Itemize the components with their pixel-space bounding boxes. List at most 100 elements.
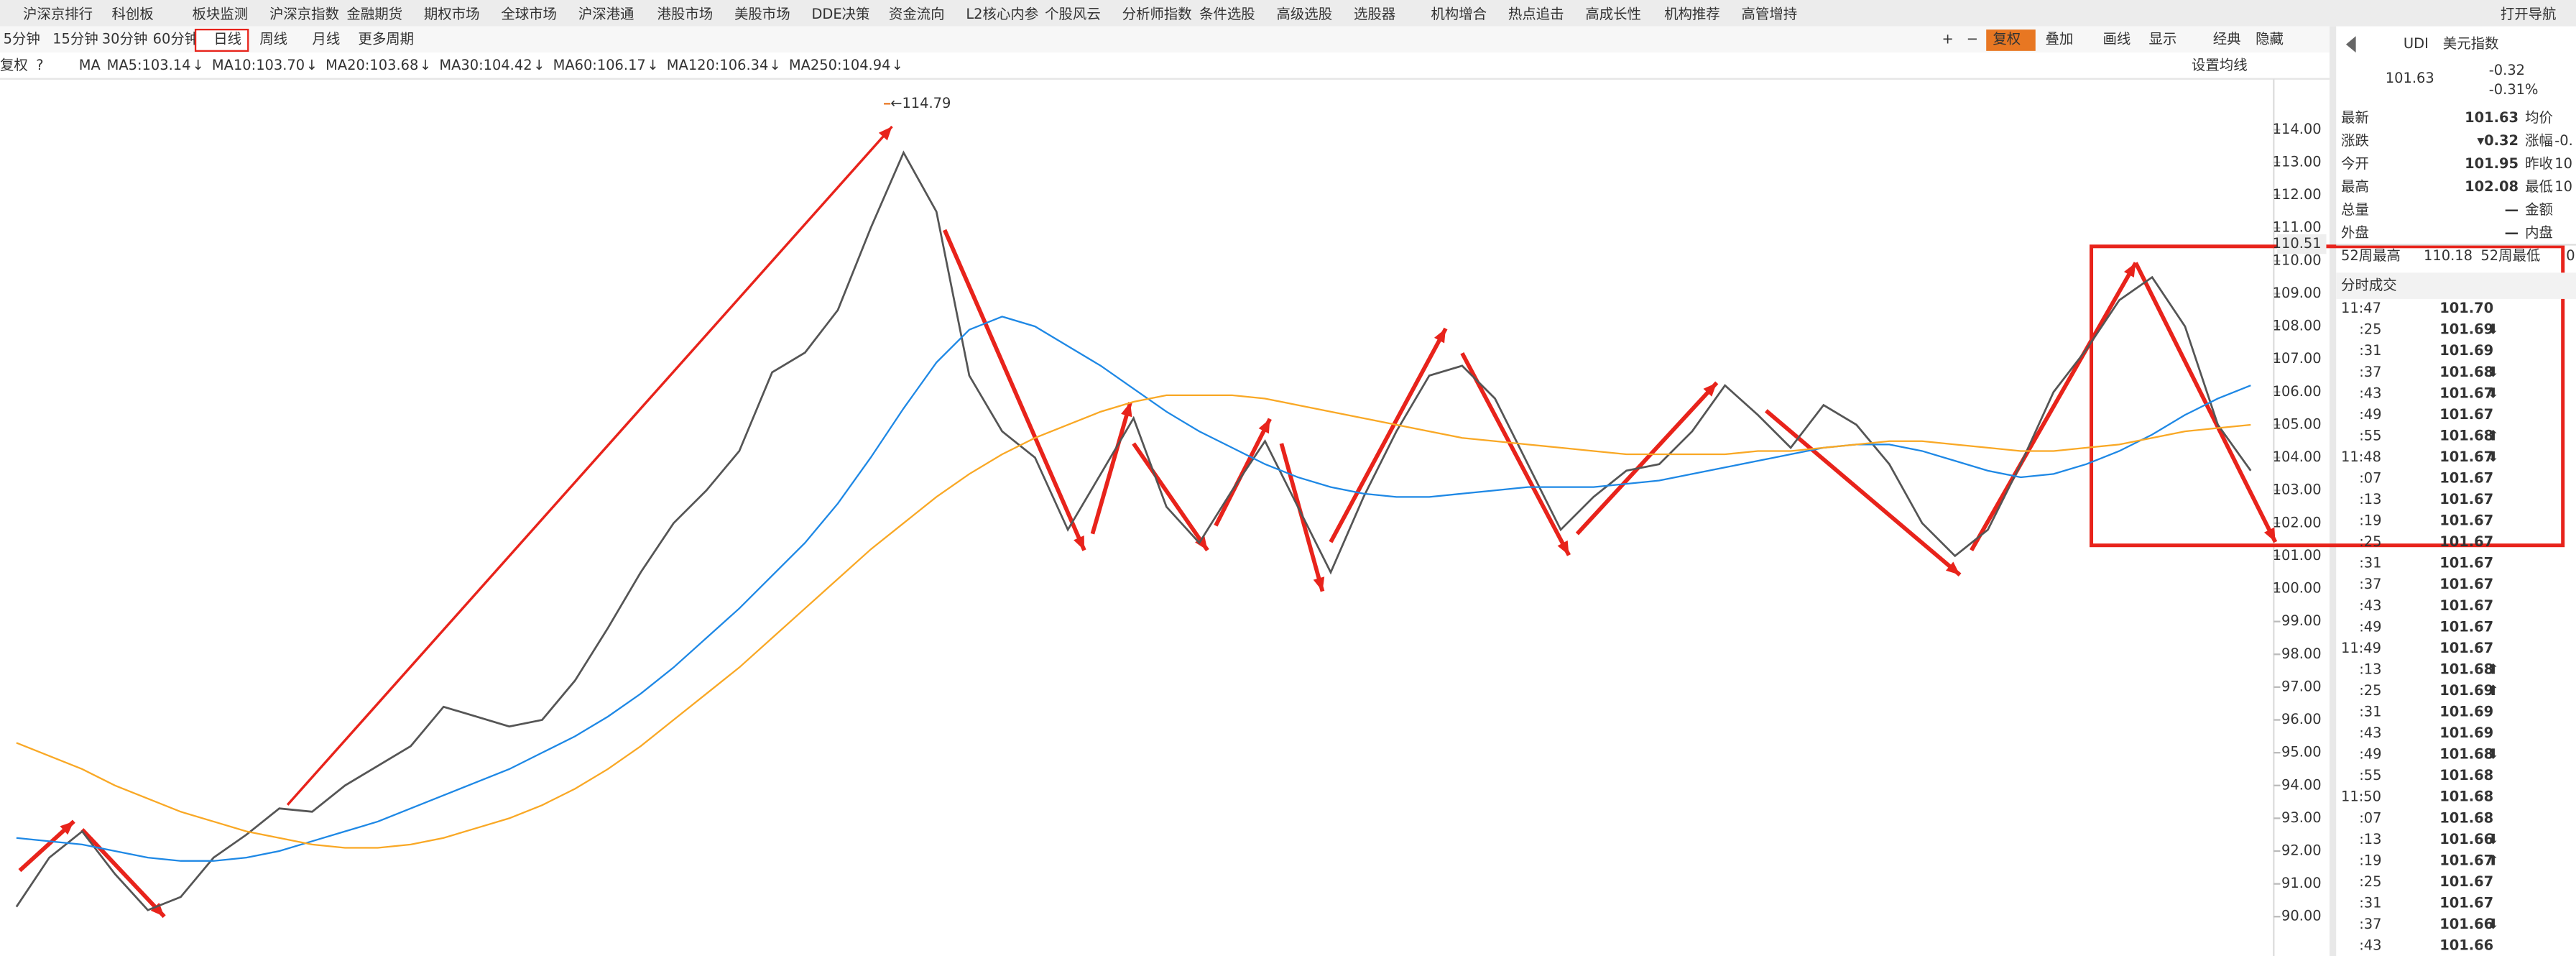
annotations (2090, 244, 2565, 548)
ma-value: MA120:106.34 (667, 57, 769, 73)
arrow-head (1258, 418, 1270, 434)
ma-value: MA20:103.68 (326, 57, 418, 73)
menu-item[interactable]: 板块监测 (193, 6, 249, 22)
ma-arrow: ↓ (647, 57, 658, 73)
y-tick-label: 99.00 (2281, 612, 2322, 629)
y-tick-label: 98.00 (2281, 645, 2322, 662)
week52-cell: 52周最低 (2480, 247, 2540, 264)
menu-item[interactable]: 全球市场 (501, 6, 557, 22)
tool-button[interactable]: 复权 (1993, 30, 2021, 47)
menu-item[interactable]: 金融期货 (346, 6, 402, 22)
y-tick-label: 111.00 (2273, 219, 2322, 236)
quote-cell: 今开 (2341, 155, 2369, 172)
trade-time: :55 (2359, 427, 2381, 443)
menu-item[interactable]: DDE决策 (811, 6, 869, 22)
period-tab[interactable]: 更多周期 (358, 30, 414, 47)
trade-time: 11:47 (2341, 300, 2381, 316)
tool-button[interactable]: 显示 (2149, 30, 2177, 47)
menu-item[interactable]: 科创板 (111, 6, 153, 22)
trade-price: 101.67 (2439, 852, 2493, 868)
menu-item[interactable]: 沪深京指数 (269, 6, 339, 22)
period-tab[interactable]: 15分钟 (52, 30, 98, 47)
trade-price: 101.69 (2439, 682, 2493, 699)
quote-cell: 101.63 (2465, 109, 2519, 126)
menu-item[interactable]: 资金流向 (889, 6, 945, 22)
menu-item[interactable]: 高成长性 (1585, 6, 1641, 22)
menu-item[interactable]: 沪深京排行 (23, 6, 93, 22)
menu-item[interactable]: 期权市场 (424, 6, 480, 22)
y-tick-label: 97.00 (2281, 678, 2322, 694)
highlight-box (2090, 244, 2565, 548)
menu-item[interactable]: 高级选股 (1276, 6, 1332, 22)
arrow-shaft (943, 229, 1086, 551)
tool-button[interactable]: + (1942, 30, 1953, 47)
arrow-head (1121, 402, 1132, 418)
tool-button[interactable]: 经典 (2213, 30, 2241, 47)
arrow-shaft (286, 125, 893, 806)
trade-arrow: ⬆ (2488, 682, 2499, 699)
menu-item[interactable]: 打开导航 (2501, 6, 2557, 22)
trade-time: :49 (2359, 406, 2381, 423)
trade-price: 101.67 (2439, 873, 2493, 890)
menu-item[interactable]: 美股市场 (734, 6, 790, 22)
week52-cell: 52周最高 (2341, 247, 2401, 264)
menu-bar (0, 0, 2576, 27)
trade-time: :25 (2359, 321, 2381, 338)
trade-arrow: ⬇ (2488, 449, 2499, 465)
menu-item[interactable]: L2核心内参 (966, 6, 1038, 22)
trade-price: 101.67 (2439, 555, 2493, 571)
menu-item[interactable]: 条件选股 (1199, 6, 1255, 22)
arrow-head (1557, 540, 1569, 556)
menu-item[interactable]: 热点追击 (1508, 6, 1564, 22)
menu-item[interactable]: 分析师指数 (1122, 6, 1192, 22)
menu-item[interactable]: 机构推荐 (1664, 6, 1720, 22)
trade-price: 101.67 (2439, 470, 2493, 487)
tool-button[interactable]: 叠加 (2046, 30, 2074, 47)
quote-cell: 内盘 (2525, 224, 2553, 241)
period-tab[interactable]: 日线 (213, 30, 241, 47)
ma-arrow: ↓ (193, 57, 204, 73)
trade-time: :13 (2359, 661, 2381, 677)
period-tab[interactable]: 30分钟 (102, 30, 148, 47)
trade-arrow: ⬇ (2488, 746, 2499, 763)
period-tab[interactable]: 月线 (312, 30, 340, 47)
quote-cell: ▾0.32 (2477, 132, 2519, 149)
arrow-shaft (1575, 381, 1719, 536)
trade-time: :49 (2359, 618, 2381, 635)
menu-item[interactable]: 个股风云 (1045, 6, 1101, 22)
trade-price: 101.68 (2439, 809, 2493, 826)
y-tick-label: 103.00 (2273, 482, 2322, 498)
trade-price: 101.67 (2439, 597, 2493, 614)
y-tick-label: 100.00 (2273, 580, 2322, 597)
arrow-shaft (1970, 262, 2138, 551)
menu-item[interactable]: 高管增持 (1742, 6, 1798, 22)
tool-button[interactable]: − (1967, 30, 1978, 47)
trade-time: :31 (2359, 342, 2381, 359)
y-tick-label: 109.00 (2273, 285, 2322, 301)
trade-price: 101.67 (2439, 618, 2493, 635)
period-tab[interactable]: 周线 (259, 30, 287, 47)
trade-arrow: ⬇ (2488, 385, 2499, 401)
y-tick-label: 107.00 (2273, 350, 2322, 367)
trade-time: 11:49 (2341, 640, 2381, 656)
menu-item[interactable]: 港股市场 (657, 6, 714, 22)
menu-item[interactable]: 机构增合 (1431, 6, 1487, 22)
period-tab[interactable]: 60分钟 (153, 30, 199, 47)
change-pct: -0.31% (2489, 81, 2539, 98)
arrow-head (1074, 535, 1084, 551)
arrow-shaft (1132, 442, 1209, 552)
arrow-head (150, 902, 165, 917)
quote-cell: — (2505, 224, 2519, 241)
quote-cell: -0. (2554, 132, 2573, 149)
ma-settings[interactable]: 设置均线 (2192, 57, 2248, 73)
trade-time: :37 (2359, 576, 2381, 592)
y-tick-label: 92.00 (2281, 842, 2322, 859)
quote-cell: 外盘 (2341, 224, 2369, 241)
quote-cell: 涨跌 (2341, 132, 2369, 149)
menu-item[interactable]: 选股器 (1354, 6, 1395, 22)
period-tab[interactable]: 5分钟 (4, 30, 40, 47)
tool-button[interactable]: 隐藏 (2256, 30, 2284, 47)
tool-button[interactable]: 画线 (2103, 30, 2131, 47)
menu-item[interactable]: 沪深港通 (578, 6, 634, 22)
series-line (16, 316, 2251, 862)
